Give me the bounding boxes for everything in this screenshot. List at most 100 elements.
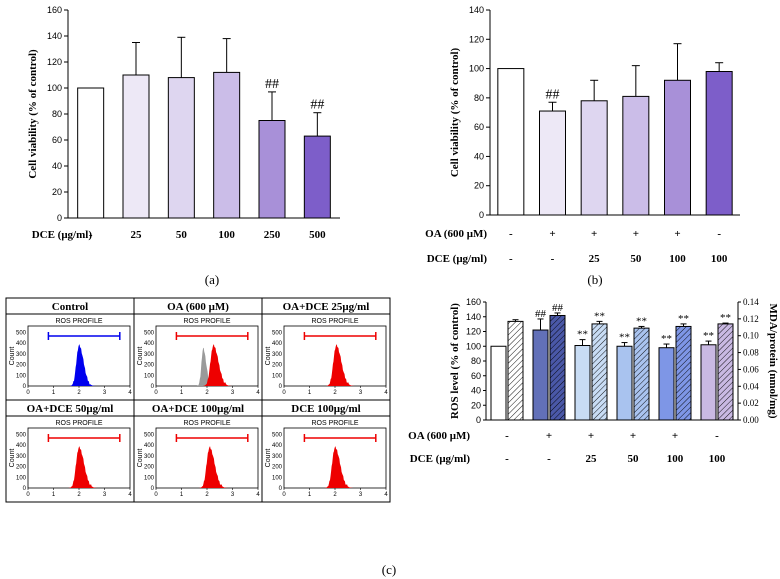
bar [303,135,331,219]
x-tick-label: - [89,229,93,241]
significance-mark: ** [661,333,672,345]
y-tick-label: 200 [16,465,27,471]
x-tick-label: 25 [586,453,598,465]
bar [705,71,733,216]
significance-mark: ** [577,329,588,341]
x-tick-label: 1 [308,492,312,498]
y-tick-label: 400 [272,443,283,449]
chart-b: 0 20 40 60 80 100 120 140 Cell viability (% of c… [425,5,740,265]
y-tick-label: 120 [47,57,62,67]
y-tick-label: 500 [272,432,283,438]
y-tick-label: 200 [272,465,283,471]
y-axis-label: Count [265,449,272,468]
x-tick-label: - [547,453,551,465]
y-tick-label: 100 [272,373,283,379]
x-tick-label: 4 [256,390,260,396]
x-tick-label: 1 [52,492,56,498]
y-tick-label: 120 [466,327,481,337]
panel-letter-a: (a) [205,272,219,287]
panel-title: OA+DCE 25μg/ml [283,301,370,313]
y-tick-label: 100 [469,64,484,74]
x-tick-label: 500 [309,229,326,241]
x-tick-label: 100 [218,229,235,241]
y-tick-label-right: 0.14 [743,297,759,307]
significance-mark: ## [310,98,324,113]
plot-title: ROS PROFILE [55,318,102,325]
plot-title: ROS PROFILE [311,318,358,325]
x-tick-label: 3 [103,390,107,396]
y-tick-label: 300 [272,352,283,358]
plot-title: ROS PROFILE [183,318,230,325]
x-tick-label: 0 [26,492,30,498]
y-axis-label: Count [265,347,272,366]
significance-mark: ** [619,332,630,344]
bar [580,100,608,216]
x-tick-label: 0 [26,390,30,396]
bar-ros [490,345,507,421]
chart-a: 0 20 40 60 80 100 120 140 160 Cell viability (% o… [27,5,340,241]
x-tick-label: - [717,228,721,240]
y-tick-label: 200 [144,363,155,369]
y-tick-label: 40 [471,386,481,396]
chart-c-bar: 0 20 40 60 80 100 120 140 160 0.00 0.02 0.04 0.06 0.0… [408,297,779,465]
y-tick-label: 140 [47,31,62,41]
y-tick-label: 100 [16,373,27,379]
count-histogram [196,446,230,488]
y-tick-label: 300 [16,454,27,460]
x-tick-label: + [546,430,552,442]
count-histogram [66,344,100,386]
y-axis-label: Count [137,449,144,468]
x-row-name: DCE (μg/ml) [427,253,488,265]
x-tick-label: 4 [384,492,388,498]
y-tick-label: 40 [52,161,62,171]
bar-mda [633,327,650,421]
bar-mda [507,320,524,421]
x-tick-label: 1 [180,390,184,396]
x-tick-label: 100 [709,453,726,465]
x-tick-label: 4 [128,492,132,498]
significance-mark: ** [678,313,689,325]
y-tick-label: 500 [144,432,155,438]
significance-mark: ## [535,308,547,320]
y-tick-label: 200 [16,363,27,369]
y-tick-label: 80 [474,93,484,103]
panel-letter-c: (c) [382,562,396,577]
significance-mark: ## [546,87,560,102]
plot-title: ROS PROFILE [55,420,102,427]
x-tick-label: 3 [359,390,363,396]
bar-ros [574,345,591,421]
x-tick-label: + [549,228,555,240]
x-tick-label: 1 [52,390,56,396]
x-tick-label: 100 [669,253,686,265]
x-tick-label: 3 [359,492,363,498]
y-tick-label: 120 [469,34,484,44]
x-tick-label: 2 [77,390,81,396]
y-axis-label: Cell viability (% of control) [27,49,39,179]
y-tick-label: 100 [144,373,155,379]
bar-ros [616,345,633,421]
y-tick-label: 300 [272,454,283,460]
x-tick-label: - [551,253,555,265]
y-axis-label: Count [9,449,16,468]
significance-mark: ** [636,315,647,327]
plot-title: ROS PROFILE [311,420,358,427]
x-tick-label: 4 [256,492,260,498]
x-tick-label: 2 [333,492,337,498]
x-tick-label: + [591,228,597,240]
x-tick-label: 50 [630,253,642,265]
y-tick-label: 200 [144,465,155,471]
y-tick-label-right: 0.10 [743,331,759,341]
x-tick-label: 0 [154,492,158,498]
x-tick-label: - [505,453,509,465]
y-tick-label: 300 [144,352,155,358]
y-tick-label: 500 [272,330,283,336]
y-tick-label: 0 [151,384,155,390]
y-tick-label-right: 0.02 [743,398,759,408]
panel-title: Control [52,301,88,313]
x-tick-label: 50 [628,453,640,465]
y-tick-label: 500 [16,432,27,438]
y-tick-label: 0 [23,486,27,492]
y-tick-label: 400 [16,443,27,449]
x-tick-label: 4 [384,390,388,396]
y-tick-label: 0 [23,384,27,390]
